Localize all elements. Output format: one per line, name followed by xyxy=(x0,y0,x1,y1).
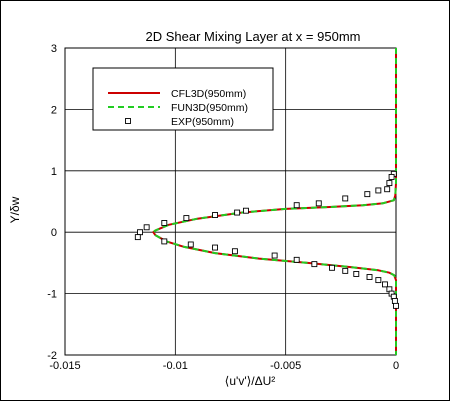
x-tick-label: 0 xyxy=(393,360,399,372)
y-tick-label: 0 xyxy=(51,227,57,239)
legend-marker xyxy=(125,118,131,124)
legend-label: EXP(950mm) xyxy=(171,116,234,128)
exp-data-point xyxy=(212,212,219,218)
y-tick-label: 1 xyxy=(51,166,57,178)
exp-data-point xyxy=(311,261,318,268)
exp-data-point xyxy=(212,244,219,251)
legend-label: FUN3D(950mm) xyxy=(171,102,248,114)
legend-label: CFL3D(950mm) xyxy=(171,88,246,100)
exp-data-point xyxy=(187,241,194,248)
exp-data-point xyxy=(315,200,322,207)
exp-data-point xyxy=(353,271,360,277)
exp-data-point xyxy=(234,209,241,216)
exp-data-point xyxy=(293,256,300,263)
exp-data-point xyxy=(342,195,349,202)
y-tick-label: 2 xyxy=(51,104,57,116)
exp-data-point xyxy=(375,187,382,194)
series-line-1 xyxy=(152,48,397,355)
exp-data-point xyxy=(271,252,278,259)
exp-data-point xyxy=(366,274,373,280)
legend: CFL3D(950mm) FUN3D(950mm) EXP(950mm) xyxy=(92,67,274,131)
y-axis-label: Y/δw xyxy=(8,196,22,223)
legend-box xyxy=(92,67,274,131)
x-tick-label: -0.005 xyxy=(270,360,301,372)
exp-data-point xyxy=(231,248,238,255)
exp-data-point xyxy=(388,173,395,180)
exp-data-point xyxy=(386,180,393,187)
exp-data-point xyxy=(342,267,349,274)
exp-data-point xyxy=(293,202,300,209)
y-tick-label: -1 xyxy=(47,289,57,301)
exp-data-point xyxy=(375,277,382,284)
exp-data-point xyxy=(137,229,143,236)
y-tick-label: 3 xyxy=(51,43,57,55)
y-tick-label: -2 xyxy=(47,350,57,362)
exp-data-point xyxy=(143,224,150,231)
x-tick-label: -0.01 xyxy=(163,360,188,372)
exp-data-point xyxy=(384,186,391,193)
exp-data-point xyxy=(134,234,141,241)
exp-data-point xyxy=(329,264,335,271)
x-tick-label: -0.015 xyxy=(49,360,80,372)
exp-data-point xyxy=(161,220,168,226)
chart-title: 2D Shear Mixing Layer at x = 950mm xyxy=(146,29,361,44)
exp-data-point xyxy=(161,238,168,245)
plot-area xyxy=(134,48,399,355)
exp-data-point xyxy=(393,302,399,309)
exp-data-point xyxy=(382,281,388,288)
x-axis-label: ⟨u'v'⟩/ΔU² xyxy=(225,374,276,388)
exp-data-point xyxy=(391,298,398,304)
exp-data-point xyxy=(183,215,190,222)
exp-data-point xyxy=(364,191,371,198)
tick-labels: -0.015 -0.01 -0.005 0 -2 -1 0 1 2 3 xyxy=(47,43,399,372)
exp-data-point xyxy=(242,207,249,214)
